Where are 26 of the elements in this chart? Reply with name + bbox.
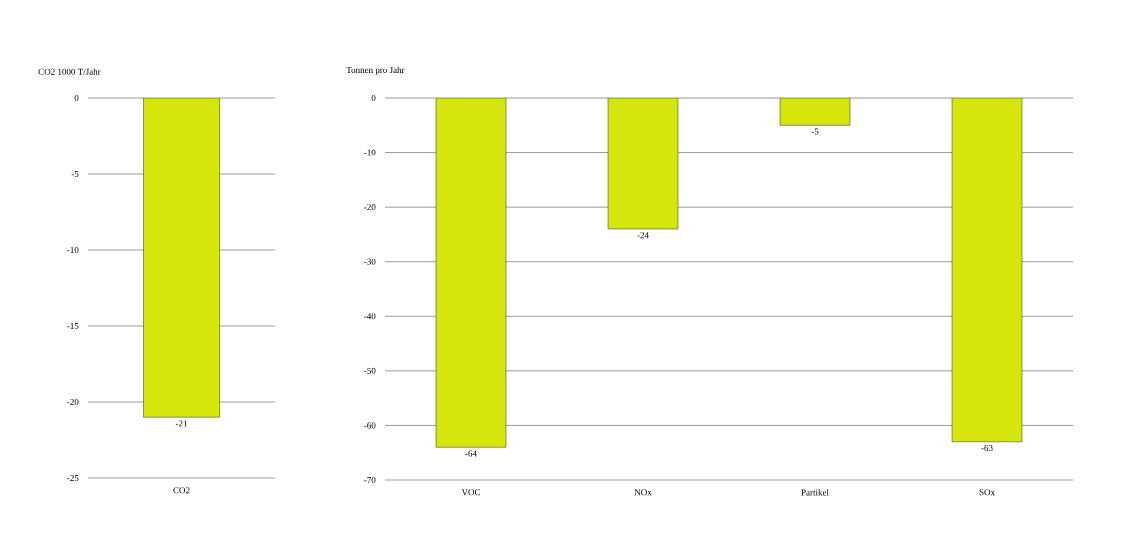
y-axis-title: CO2 1000 T/Jahr [38, 68, 101, 75]
y-tick-label: -5 [71, 171, 79, 177]
data-label: -24 [637, 232, 649, 239]
y-tick-label: -40 [364, 313, 376, 320]
y-tick-label: -20 [364, 204, 376, 211]
x-tick-label: CO2 [173, 487, 190, 494]
x-tick-label: NOx [634, 489, 652, 496]
y-tick-label: 0 [371, 94, 376, 102]
y-tick-label: -15 [67, 322, 79, 330]
y-axis-title: Tonnen pro Jahr [346, 66, 405, 75]
y-tick-label: -50 [364, 367, 376, 374]
y-tick-label: -60 [364, 422, 376, 429]
y-tick-label: 0 [74, 94, 79, 102]
data-label: -64 [465, 450, 477, 457]
x-tick-label: SOx [979, 489, 995, 496]
x-tick-label: Partikel [801, 489, 829, 496]
data-label: -5 [811, 128, 819, 135]
y-tick-label: -20 [67, 398, 79, 406]
y-tick-label: -70 [364, 476, 376, 484]
data-label: -21 [175, 420, 187, 427]
y-tick-label: -25 [67, 474, 79, 482]
x-tick-label: VOC [461, 489, 480, 496]
y-tick-label: -10 [364, 149, 376, 156]
data-label: -63 [981, 445, 993, 452]
y-tick-label: -10 [67, 246, 79, 254]
y-tick-label: -30 [364, 258, 376, 265]
